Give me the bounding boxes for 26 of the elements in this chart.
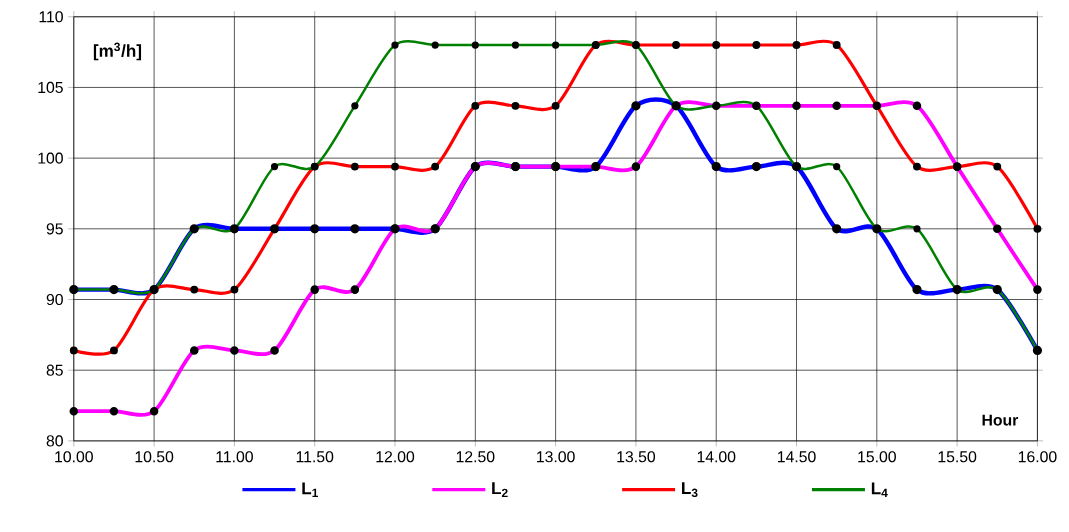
- y-tick-label: 95: [46, 223, 63, 235]
- x-tick-label: 11.00: [216, 451, 253, 463]
- y-tick-label: 110: [39, 11, 63, 23]
- x-tick-label: 10.00: [55, 451, 93, 463]
- y-tick-label: 90: [46, 294, 63, 306]
- x-tick-label: 15.50: [938, 451, 977, 463]
- x-tick-label: 15.00: [858, 451, 896, 463]
- y-tick-label: 85: [46, 364, 63, 376]
- legend-label: L$_{1}$: [302, 482, 318, 498]
- y-tick-label: 80: [46, 435, 63, 447]
- x-tick-label: 10.50: [135, 451, 174, 463]
- legend-label: L$_{4}$: [871, 482, 888, 498]
- legend-label: L$_{3}$: [682, 482, 698, 498]
- x-tick-label: 14.00: [697, 451, 736, 463]
- x-axis-title: Hour: [982, 414, 1019, 426]
- x-tick-label: 11.50: [296, 451, 334, 463]
- x-tick-label: 13.50: [617, 451, 656, 463]
- x-tick-label: 14.50: [777, 451, 816, 463]
- legend-label: L$_{2}$: [492, 482, 508, 498]
- x-tick-label: 16.00: [1018, 451, 1057, 463]
- x-tick-label: 12.00: [376, 451, 415, 463]
- y-tick-label: 105: [38, 82, 63, 94]
- y-axis-title: [m$^{3}$/h]: [93, 42, 142, 61]
- x-tick-label: 12.50: [456, 451, 495, 463]
- x-tick-label: 13.00: [537, 451, 575, 463]
- y-tick-label: 100: [38, 152, 63, 164]
